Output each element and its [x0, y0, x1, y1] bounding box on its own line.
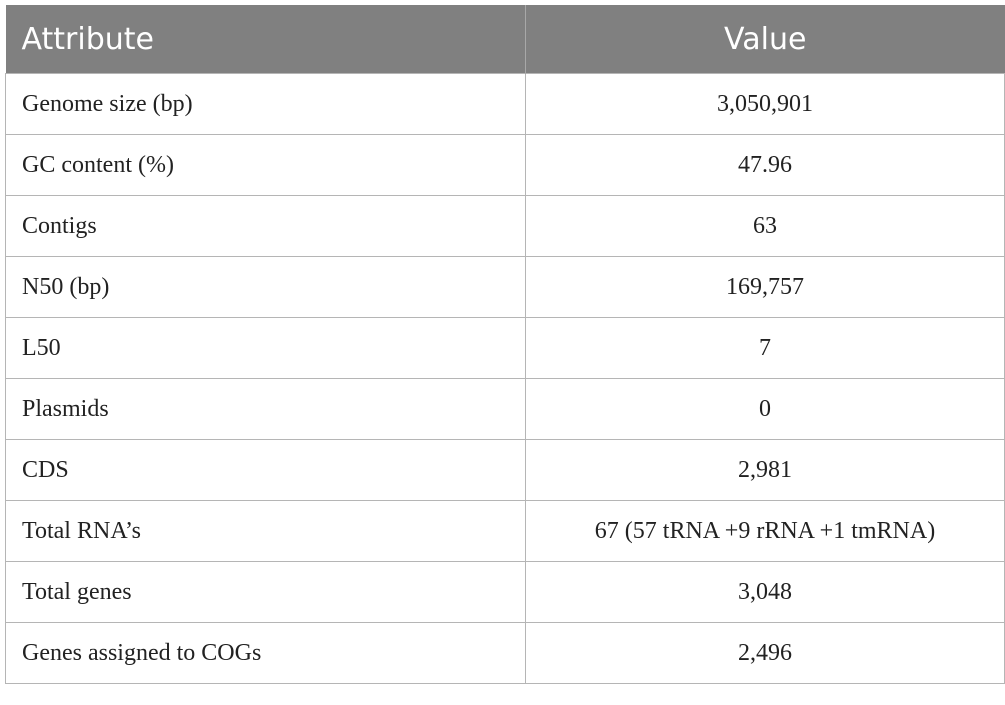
table-cell: Plasmids [5, 378, 526, 440]
table-row: Genome size (bp) 3,050,901 [5, 73, 1005, 135]
table-cell: N50 (bp) [5, 256, 526, 318]
table-cell: 3,050,901 [525, 73, 1005, 135]
table-row: Genes assigned to COGs 2,496 [5, 622, 1005, 684]
table-cell: 67 (57 tRNA +9 rRNA +1 tmRNA) [525, 500, 1005, 562]
table-cell: Total RNA’s [5, 500, 526, 562]
table-cell: 0 [525, 378, 1005, 440]
table-cell: 3,048 [525, 561, 1005, 623]
table-cell: CDS [5, 439, 526, 501]
table-cell: GC content (%) [5, 134, 526, 196]
table-cell: 63 [525, 195, 1005, 257]
table-cell: 47.96 [525, 134, 1005, 196]
table: Attribute Value Genome size (bp) 3,050,901… [5, 5, 1005, 684]
table-row: GC content (%) 47.96 [5, 134, 1005, 196]
table-cell: Contigs [5, 195, 526, 257]
table-cell: Genome size (bp) [5, 73, 526, 135]
header-row: Attribute Value [5, 5, 1005, 74]
table-row: L50 7 [5, 317, 1005, 379]
table-cell: 2,981 [525, 439, 1005, 501]
table-row: Plasmids 0 [5, 378, 1005, 440]
table-cell: 169,757 [525, 256, 1005, 318]
table-row: Contigs 63 [5, 195, 1005, 257]
table-row: Total genes 3,048 [5, 561, 1005, 623]
table-cell: 2,496 [525, 622, 1005, 684]
header-cell: Value [525, 5, 1005, 74]
header-cell: Attribute [5, 5, 526, 74]
table-body: Genome size (bp) 3,050,901 GC content (%) 4… [5, 73, 1005, 684]
table-row: CDS 2,981 [5, 439, 1005, 501]
table-cell: L50 [5, 317, 526, 379]
table-cell: Total genes [5, 561, 526, 623]
table-cell: 7 [525, 317, 1005, 379]
table-cell: Genes assigned to COGs [5, 622, 526, 684]
table-row: Total RNA’s 67 (57 tRNA +9 rRNA +1 tmRNA) [5, 500, 1005, 562]
table-row: N50 (bp) 169,757 [5, 256, 1005, 318]
